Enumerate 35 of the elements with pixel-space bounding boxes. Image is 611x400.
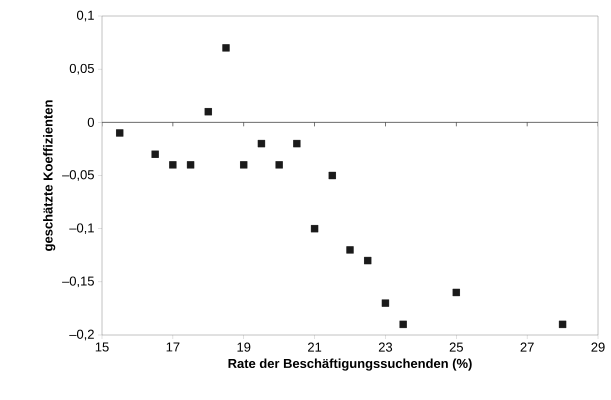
point xyxy=(328,172,336,180)
x-tick-label: 27 xyxy=(520,342,534,352)
x-axis-title: Rate der Beschäftigungssuchenden (%) xyxy=(228,358,472,371)
x-tick-label: 19 xyxy=(238,342,250,352)
point xyxy=(452,288,460,296)
point xyxy=(399,320,407,328)
point xyxy=(382,299,390,307)
point xyxy=(558,320,566,328)
point xyxy=(240,161,248,169)
point xyxy=(346,246,354,254)
y-tick-label: –0,1 xyxy=(69,223,94,234)
point xyxy=(169,161,177,169)
x-tick-label: 29 xyxy=(591,342,605,352)
y-axis-title: geschätzte Koeffizienten xyxy=(43,100,56,251)
y-tick-label: 0 xyxy=(88,118,94,127)
x-tick-label: 17 xyxy=(166,342,180,352)
point xyxy=(151,150,159,158)
point xyxy=(186,161,194,169)
x-tick-label: 15 xyxy=(96,342,109,352)
x-tick-label: 21 xyxy=(308,342,322,352)
y-tick-label: –0,15 xyxy=(62,276,94,288)
point xyxy=(275,161,283,169)
point xyxy=(222,44,230,52)
point xyxy=(116,129,124,137)
y-tick-label: –0,05 xyxy=(62,170,94,181)
point xyxy=(364,256,372,264)
point xyxy=(204,108,212,116)
x-tick-label: 23 xyxy=(378,342,392,352)
y-tick-label: 0,1 xyxy=(76,10,94,22)
y-tick-label: –0,2 xyxy=(69,330,94,340)
point xyxy=(293,140,301,148)
x-tick-label: 25 xyxy=(450,342,463,352)
point xyxy=(258,140,266,148)
y-tick-label: 0,05 xyxy=(70,64,94,75)
point xyxy=(310,224,318,232)
